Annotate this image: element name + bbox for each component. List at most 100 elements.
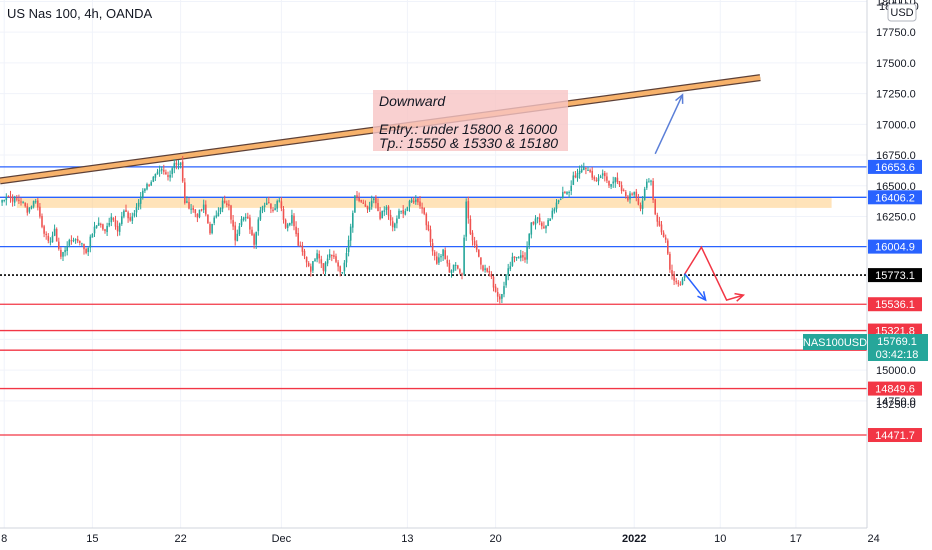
- candle-body: [34, 201, 37, 203]
- candle-body: [471, 232, 474, 241]
- candle-body: [242, 217, 245, 220]
- candle: [576, 168, 579, 182]
- candle-body: [356, 195, 358, 198]
- candle-body: [583, 167, 585, 170]
- level-price-tag: [868, 239, 922, 254]
- candle-body: [627, 196, 629, 201]
- candle-body: [173, 163, 176, 169]
- candle-body: [154, 173, 157, 178]
- candle-body: [658, 221, 661, 226]
- grid-lines: [0, 0, 875, 528]
- candle: [671, 264, 673, 280]
- candle: [186, 196, 188, 204]
- candle-body: [482, 265, 484, 271]
- candle-body: [570, 185, 572, 191]
- candle-body: [511, 256, 514, 266]
- candle: [356, 191, 358, 201]
- annotation-box[interactable]: [373, 90, 568, 151]
- candle-body: [202, 204, 205, 210]
- candle: [412, 196, 415, 204]
- candle-body: [5, 197, 8, 201]
- candle-body: [177, 163, 180, 165]
- candle: [104, 228, 106, 234]
- candle-body: [547, 220, 549, 227]
- candle: [404, 208, 407, 216]
- candle-body: [463, 237, 465, 275]
- candle: [627, 194, 629, 202]
- candle: [331, 254, 333, 262]
- candle: [60, 247, 62, 260]
- candle-body: [236, 233, 239, 242]
- candle-body: [116, 225, 119, 232]
- candle-body: [387, 206, 390, 216]
- candle: [524, 252, 526, 263]
- candle-body: [114, 220, 117, 227]
- x-tick-label: 13: [401, 533, 413, 545]
- forecast-blue-path[interactable]: [684, 273, 707, 301]
- currency-button[interactable]: USD: [887, 3, 917, 22]
- candle-body: [184, 182, 186, 204]
- candle-body: [415, 199, 417, 202]
- candle-body: [526, 246, 528, 260]
- candle-body: [425, 213, 428, 226]
- forecast-up-arrowhead: [675, 93, 684, 104]
- candle: [461, 272, 463, 280]
- candle-body: [501, 294, 503, 299]
- candle: [202, 199, 205, 213]
- candle-body: [538, 217, 541, 222]
- forecast-red-path[interactable]: [683, 245, 744, 301]
- candle: [438, 253, 440, 265]
- resistance-zone[interactable]: [16, 198, 832, 208]
- candle-body: [62, 252, 64, 257]
- candle-body: [536, 217, 539, 219]
- candle: [333, 250, 335, 259]
- candle-body: [620, 185, 623, 191]
- candle-body: [95, 225, 98, 228]
- horizontal-levels: [0, 166, 867, 436]
- forecast-up-path[interactable]: [654, 94, 684, 155]
- candle-body: [310, 266, 312, 272]
- x-tick-label: 24: [867, 533, 879, 545]
- candle: [129, 213, 131, 222]
- candle: [272, 207, 274, 213]
- candle-body: [169, 174, 171, 178]
- candle: [55, 227, 58, 242]
- candle: [608, 180, 610, 189]
- candle: [597, 174, 600, 186]
- candle-body: [673, 274, 675, 281]
- candle: [114, 215, 117, 230]
- candle: [555, 199, 558, 213]
- price-axis: 14750.0 15000.0 15250.0 16250.0 16500.0 16750…: [866, 0, 932, 550]
- candle-body: [530, 222, 533, 235]
- candle: [488, 265, 491, 277]
- candle: [633, 191, 635, 198]
- candle: [295, 221, 297, 237]
- currency-button-frame[interactable]: [887, 3, 917, 22]
- candle: [238, 222, 241, 237]
- candle: [557, 199, 560, 205]
- candle: [280, 197, 283, 212]
- candle: [436, 251, 438, 265]
- candle-body: [503, 286, 505, 295]
- candle-body: [337, 262, 339, 267]
- candle: [467, 196, 470, 224]
- candle-body: [11, 197, 14, 202]
- candle: [318, 250, 320, 264]
- candle: [541, 221, 543, 230]
- candle-body: [484, 268, 486, 270]
- candle-body: [93, 226, 96, 234]
- annotation-note[interactable]: Downward Entry.: under 15800 & 16000Tp.: …: [373, 90, 568, 151]
- forecast-red-arrowhead: [734, 292, 746, 302]
- candle-body: [127, 212, 129, 219]
- candle-body: [646, 181, 648, 188]
- candle-body: [633, 192, 635, 195]
- candle-body: [22, 202, 24, 204]
- candle: [358, 192, 360, 203]
- candle: [181, 156, 184, 183]
- candle-body: [163, 169, 165, 172]
- candle-body: [53, 228, 56, 236]
- candle: [93, 221, 96, 237]
- candle-body: [45, 233, 47, 235]
